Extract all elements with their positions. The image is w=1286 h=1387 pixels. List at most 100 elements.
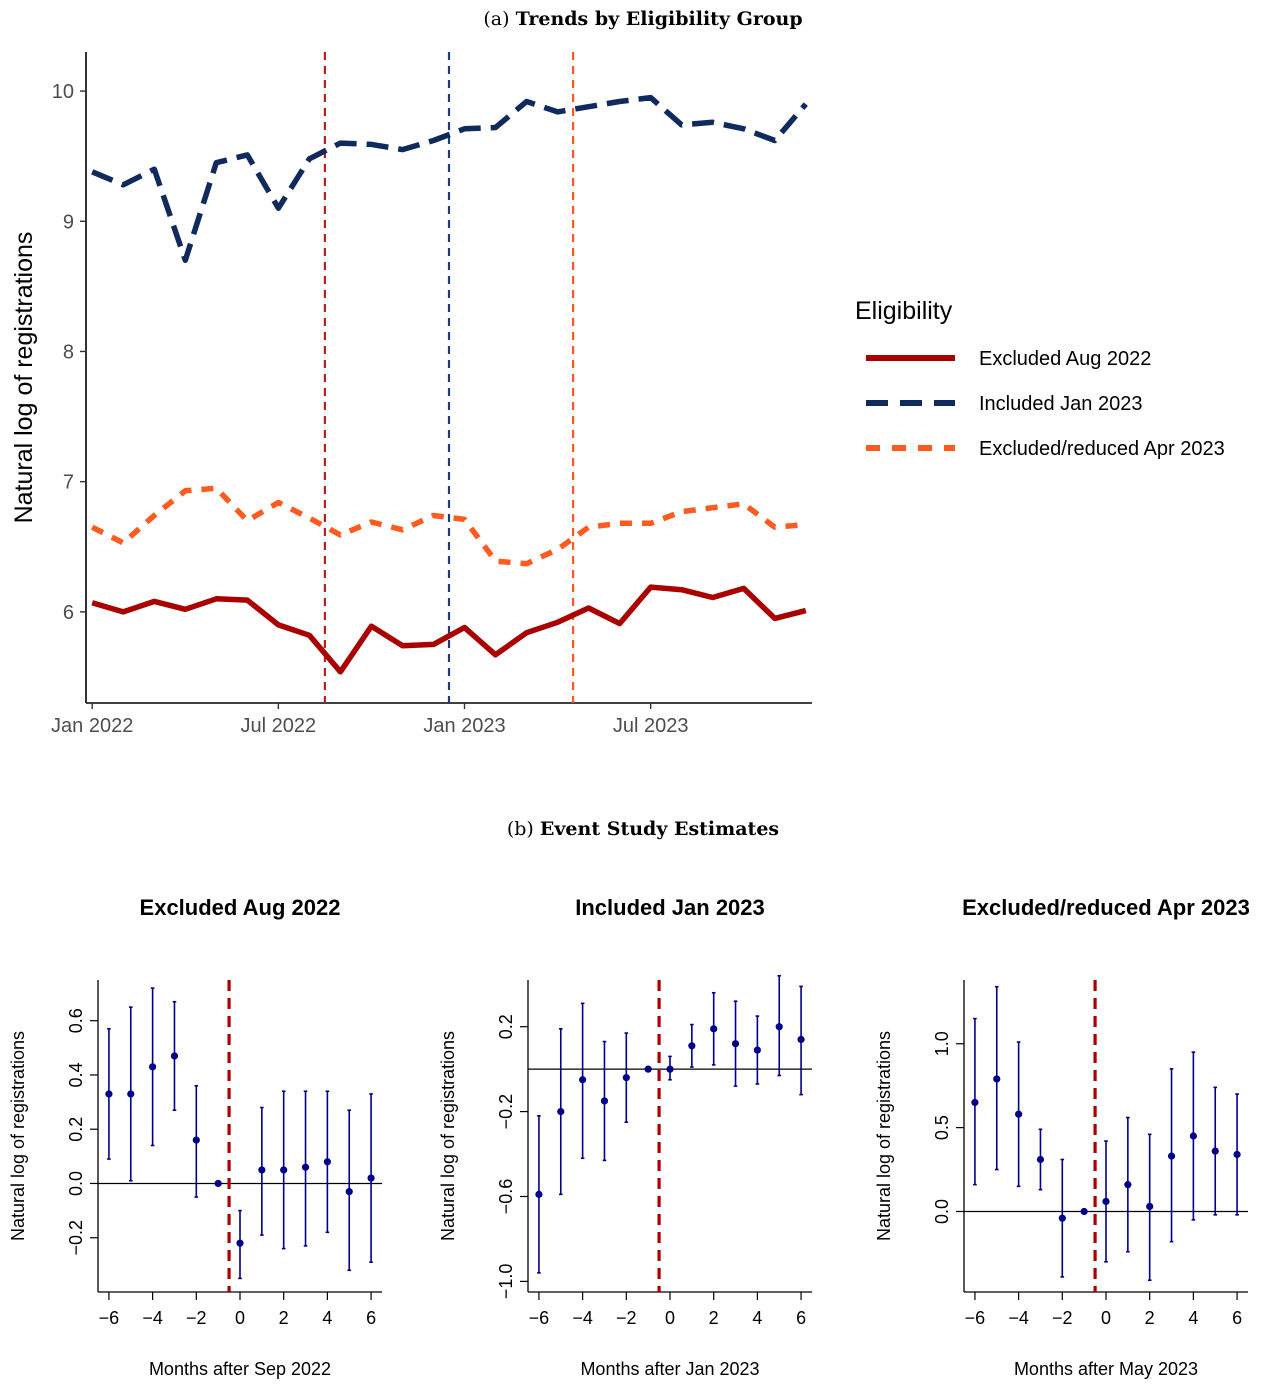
event-study-panel-included-jan-2023: Included Jan 2023 −1.0 −0.6 −0.2 0.2 −6 −4 −2 0 2… xyxy=(438,895,812,1379)
estimate-point xyxy=(971,1098,979,1107)
estimate-point xyxy=(214,1179,222,1188)
legend-entry-1: Excluded Aug 2022 xyxy=(979,348,1151,370)
x-axis-label: Months after Sep 2022 xyxy=(149,1359,331,1379)
x-tick-label: 6 xyxy=(1232,1308,1242,1328)
legend-title: Eligibility xyxy=(855,297,953,325)
y-tick-label: −1.0 xyxy=(496,1264,516,1300)
caption-b: (b) Event Study Estimates xyxy=(0,818,1286,840)
estimate-point xyxy=(236,1239,244,1247)
y-tick-label: 6 xyxy=(63,602,74,624)
x-tick-label: 0 xyxy=(1101,1308,1111,1328)
estimate-point xyxy=(579,1076,587,1084)
x-tick-label: Jan 2023 xyxy=(423,715,505,737)
x-tick-label: 6 xyxy=(366,1308,376,1328)
estimate-point xyxy=(301,1163,310,1171)
caption-a: (a) Trends by Eligibility Group xyxy=(0,8,1286,30)
caption-b-title: Event Study Estimates xyxy=(539,818,780,840)
panel-title: Excluded/reduced Apr 2023 xyxy=(962,895,1250,920)
caption-a-title: Trends by Eligibility Group xyxy=(515,8,803,30)
x-tick-label: 4 xyxy=(1188,1308,1198,1328)
estimate-point xyxy=(1167,1152,1176,1160)
caption-b-prefix: (b) xyxy=(506,818,534,840)
estimate-point xyxy=(149,1063,157,1071)
event-study-panel-excluded-aug-2022: Excluded Aug 2022 −0.2 0.0 0.2 0.4 0.6 −6 −4 −2 0… xyxy=(8,895,382,1379)
y-tick-label: 0.2 xyxy=(496,1014,516,1039)
y-tick-label: 0.4 xyxy=(66,1062,86,1087)
y-tick-label: 10 xyxy=(52,81,74,103)
estimate-point xyxy=(367,1174,375,1182)
x-tick-label: 0 xyxy=(235,1308,245,1328)
estimate-point xyxy=(1233,1150,1241,1159)
y-tick-label: 9 xyxy=(63,211,74,233)
estimate-point xyxy=(600,1097,609,1105)
estimate-point xyxy=(105,1090,113,1098)
estimate-point xyxy=(1124,1181,1132,1189)
panel-title: Excluded Aug 2022 xyxy=(140,895,341,920)
y-tick-label: −0.2 xyxy=(496,1094,516,1130)
y-tick-label: 0.0 xyxy=(932,1199,952,1224)
estimate-point xyxy=(688,1042,696,1050)
estimate-point xyxy=(1211,1147,1219,1155)
estimate-point xyxy=(192,1136,200,1144)
x-tick-label: Jan 2022 xyxy=(51,715,133,737)
x-axis-label: Months after Jan 2023 xyxy=(580,1359,759,1379)
x-tick-label: −4 xyxy=(142,1308,163,1328)
y-tick-label: 7 xyxy=(63,472,74,494)
x-tick-label: 2 xyxy=(709,1308,719,1328)
y-axis-label: Natural log of registrations xyxy=(8,1031,28,1241)
series-line-1 xyxy=(91,584,807,675)
x-tick-label: 4 xyxy=(752,1308,762,1328)
estimate-point xyxy=(258,1166,266,1174)
legend-entry-3: Excluded/reduced Apr 2023 xyxy=(979,438,1225,460)
estimate-point xyxy=(557,1107,565,1116)
x-tick-label: −2 xyxy=(186,1308,207,1328)
y-tick-label: 0.6 xyxy=(66,1008,86,1033)
estimate-point xyxy=(323,1158,331,1166)
x-tick-label: −2 xyxy=(616,1308,637,1328)
x-tick-label: Jul 2023 xyxy=(613,715,689,737)
estimate-point xyxy=(644,1065,652,1073)
x-tick-label: −2 xyxy=(1052,1308,1073,1328)
y-tick-label: 0.2 xyxy=(66,1117,86,1142)
estimate-point xyxy=(1058,1214,1066,1222)
estimate-point xyxy=(666,1065,674,1073)
estimate-point xyxy=(1102,1197,1110,1206)
estimate-point xyxy=(1080,1207,1088,1216)
x-tick-label: −4 xyxy=(572,1308,593,1328)
estimate-point xyxy=(710,1025,718,1033)
x-tick-label: −6 xyxy=(529,1308,550,1328)
estimate-point xyxy=(797,1035,805,1044)
estimate-point xyxy=(170,1052,179,1060)
y-tick-label: 0.0 xyxy=(66,1171,86,1196)
x-tick-label: 0 xyxy=(665,1308,675,1328)
estimate-point xyxy=(993,1075,1001,1083)
estimate-point xyxy=(622,1074,630,1082)
estimate-point xyxy=(1015,1110,1023,1118)
y-tick-label: 1.0 xyxy=(932,1031,952,1056)
y-tick-label: 8 xyxy=(63,341,74,363)
x-tick-label: Jul 2022 xyxy=(241,715,317,737)
estimate-point xyxy=(753,1046,761,1054)
y-tick-label: −0.2 xyxy=(66,1220,86,1256)
y-axis-label: Natural log of registrations xyxy=(874,1031,894,1241)
x-axis-label: Months after May 2023 xyxy=(1014,1359,1198,1379)
y-tick-label: 0.5 xyxy=(932,1115,952,1140)
legend-entry-2: Included Jan 2023 xyxy=(979,393,1142,415)
estimate-point xyxy=(731,1040,740,1048)
trends-chart: 6 7 8 9 10 Jan 2022 Jul 2022 Jan 2023 Jul 2023 Na… xyxy=(10,52,1225,737)
x-tick-label: −6 xyxy=(99,1308,120,1328)
estimate-point xyxy=(1036,1155,1045,1164)
x-tick-label: −4 xyxy=(1008,1308,1029,1328)
x-tick-label: 2 xyxy=(279,1308,289,1328)
y-tick-label: −0.6 xyxy=(496,1179,516,1215)
y-axis-label: Natural log of registrations xyxy=(10,232,38,524)
caption-a-prefix: (a) xyxy=(483,8,510,30)
x-tick-label: −6 xyxy=(965,1308,986,1328)
x-tick-label: 4 xyxy=(322,1308,332,1328)
x-tick-label: 2 xyxy=(1145,1308,1155,1328)
event-study-panel-excluded-reduced-apr-2023: Excluded/reduced Apr 2023 0.0 0.5 1.0 −6 −4 −2… xyxy=(874,895,1250,1379)
series-line-3 xyxy=(90,485,807,567)
estimate-point xyxy=(1146,1202,1154,1211)
estimate-point xyxy=(280,1166,288,1174)
estimate-point xyxy=(775,1023,783,1031)
